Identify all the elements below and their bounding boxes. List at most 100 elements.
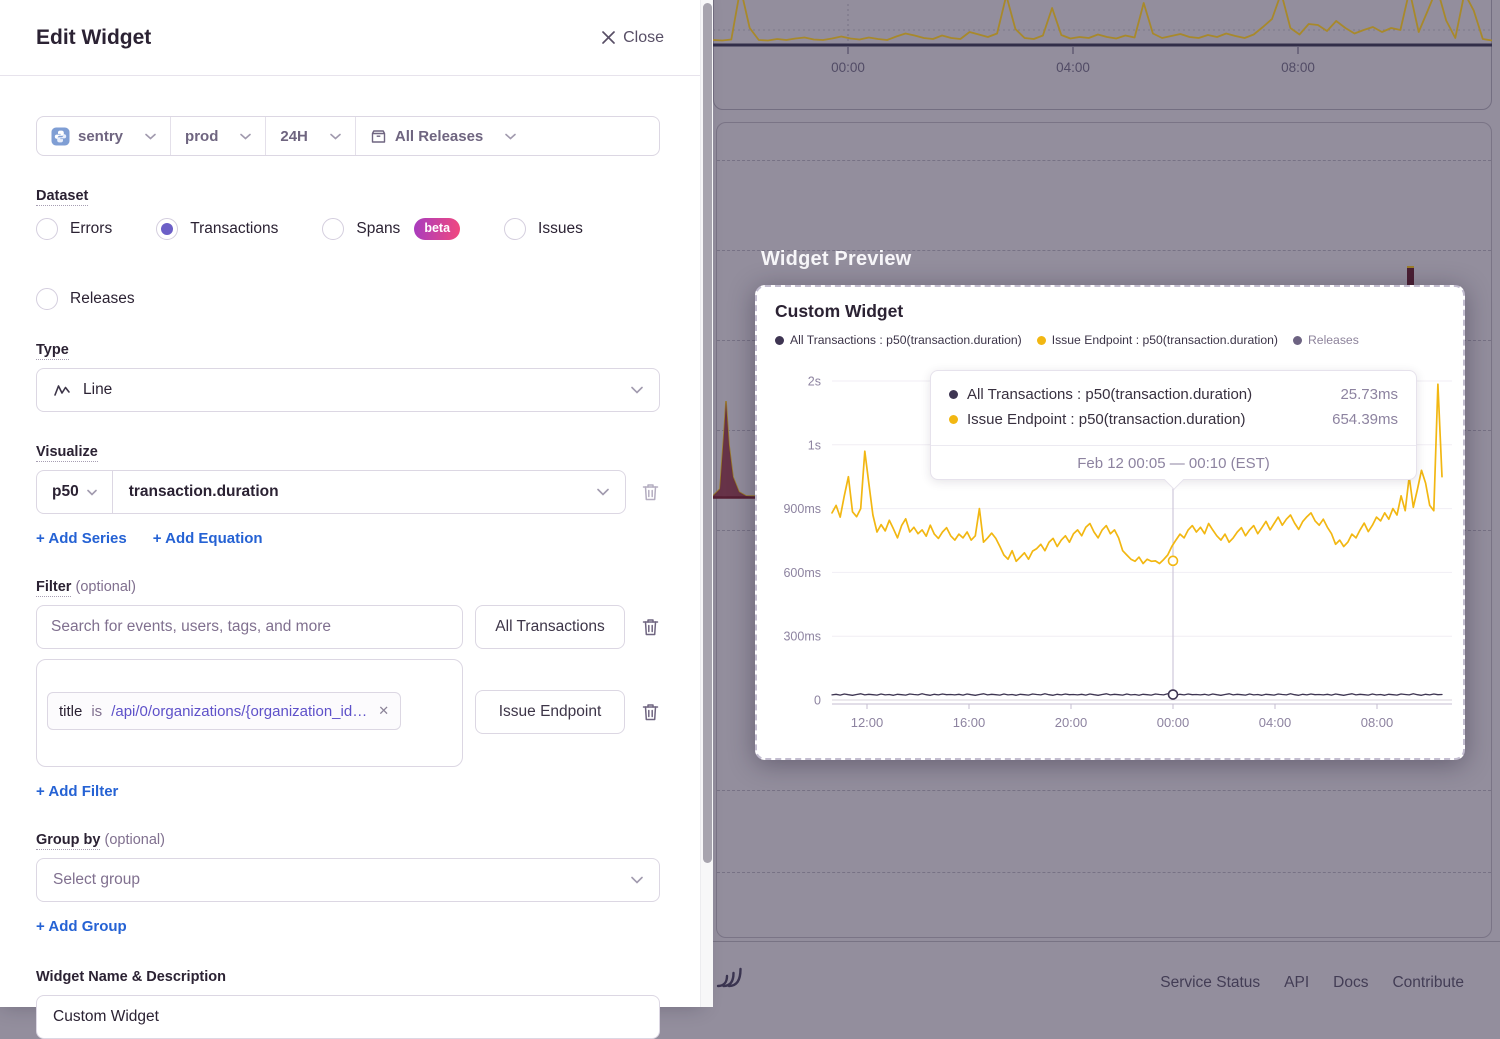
- svg-text:04:00: 04:00: [1259, 715, 1292, 730]
- svg-text:08:00: 08:00: [1361, 715, 1394, 730]
- legend-dot: [1037, 336, 1046, 345]
- radio-circle: [36, 218, 58, 240]
- aggregate-select[interactable]: p50: [37, 471, 113, 513]
- radio-spans[interactable]: Spans: [322, 218, 400, 240]
- visualize-row: p50 transaction.duration: [36, 470, 626, 514]
- svg-text:12:00: 12:00: [851, 715, 884, 730]
- tooltip-row: Issue Endpoint : p50(transaction.duratio…: [949, 407, 1398, 432]
- page-filter-bar: sentry prod 24H: [36, 116, 660, 156]
- svg-text:00:00: 00:00: [1157, 715, 1190, 730]
- background-spike-bar: [1407, 266, 1414, 286]
- footer-link-service-status[interactable]: Service Status: [1160, 974, 1260, 992]
- edit-widget-dialog: Edit Widget Close sentry: [0, 0, 700, 1007]
- footer-link-api[interactable]: API: [1284, 974, 1309, 992]
- radio-circle-selected: [156, 218, 178, 240]
- filter-search-input[interactable]: [36, 605, 463, 649]
- background-chart: 00:00 04:00 08:00: [713, 0, 1492, 110]
- filter-token[interactable]: title is /api/0/organizations/{organizat…: [47, 692, 401, 730]
- sentry-logo-icon[interactable]: [713, 959, 745, 991]
- footer-link-contribute[interactable]: Contribute: [1392, 974, 1464, 992]
- tooltip-value: 654.39ms: [1332, 411, 1398, 428]
- svg-text:1s: 1s: [808, 438, 821, 452]
- field-select[interactable]: transaction.duration: [113, 483, 625, 501]
- radio-transactions[interactable]: Transactions: [156, 218, 278, 240]
- add-equation-link[interactable]: + Add Equation: [153, 530, 263, 547]
- svg-text:2s: 2s: [808, 375, 821, 389]
- close-button[interactable]: Close: [601, 29, 664, 47]
- svg-text:300ms: 300ms: [783, 630, 821, 644]
- svg-text:00:00: 00:00: [831, 60, 865, 75]
- chevron-down-icon: [631, 386, 643, 394]
- chevron-down-icon: [87, 489, 97, 496]
- legend-dot: [1293, 336, 1302, 345]
- dialog-scrollbar[interactable]: [700, 0, 713, 1007]
- widget-preview-heading: Widget Preview: [761, 248, 911, 271]
- legend-dot: [775, 336, 784, 345]
- legend-item-all-transactions[interactable]: All Transactions : p50(transaction.durat…: [775, 333, 1022, 347]
- scrollbar-thumb[interactable]: [703, 3, 712, 863]
- environment-filter[interactable]: prod: [170, 117, 265, 155]
- svg-text:600ms: 600ms: [783, 566, 821, 580]
- tooltip-date-range: Feb 12 00:05 — 00:10 (EST): [931, 445, 1416, 472]
- filter-alias-all-transactions[interactable]: All Transactions: [475, 605, 625, 649]
- chevron-down-icon: [330, 133, 341, 140]
- preview-card-title: Custom Widget: [775, 301, 903, 322]
- date-range-filter[interactable]: 24H: [265, 117, 355, 155]
- legend-item-releases[interactable]: Releases: [1293, 333, 1359, 347]
- beta-badge: beta: [414, 218, 460, 240]
- widget-name-label: Widget Name & Description: [36, 969, 664, 985]
- filter-alias-issue-endpoint[interactable]: Issue Endpoint: [475, 690, 625, 734]
- radio-circle: [504, 218, 526, 240]
- delete-filter-trash-icon[interactable]: [641, 617, 660, 637]
- tooltip-series-dot: [949, 415, 958, 424]
- release-filter[interactable]: All Releases: [355, 117, 659, 155]
- dialog-title: Edit Widget: [36, 26, 151, 50]
- group-by-select[interactable]: Select group: [36, 858, 660, 902]
- footer: Service Status API Docs Contribute: [713, 958, 1464, 992]
- line-chart-icon: [53, 383, 71, 397]
- radio-issues[interactable]: Issues: [504, 218, 583, 240]
- close-icon: [601, 30, 616, 45]
- svg-text:04:00: 04:00: [1056, 60, 1090, 75]
- svg-text:16:00: 16:00: [953, 715, 986, 730]
- dialog-header: Edit Widget Close: [0, 0, 700, 76]
- filter-label: Filter (optional): [36, 579, 664, 595]
- python-project-icon: [51, 127, 70, 146]
- dialog-body: sentry prod 24H: [0, 76, 700, 1039]
- chevron-down-icon: [145, 133, 156, 140]
- radio-releases[interactable]: Releases: [36, 288, 135, 310]
- delete-filter-trash-icon[interactable]: [641, 702, 660, 722]
- release-box-icon: [370, 128, 387, 145]
- remove-token-icon[interactable]: ✕: [376, 703, 389, 719]
- chart-type-select[interactable]: Line: [36, 368, 660, 412]
- radio-errors[interactable]: Errors: [36, 218, 112, 240]
- dataset-options: Errors Transactions Spans beta Issues Re…: [36, 218, 596, 310]
- group-by-label: Group by (optional): [36, 832, 664, 848]
- radio-circle: [322, 218, 344, 240]
- add-filter-link[interactable]: + Add Filter: [36, 783, 118, 800]
- chevron-down-icon: [240, 133, 251, 140]
- radio-circle: [36, 288, 58, 310]
- footer-link-docs[interactable]: Docs: [1333, 974, 1368, 992]
- chevron-down-icon: [631, 876, 643, 884]
- svg-text:08:00: 08:00: [1281, 60, 1315, 75]
- legend-item-issue-endpoint[interactable]: Issue Endpoint : p50(transaction.duratio…: [1037, 333, 1278, 347]
- tooltip-series-dot: [949, 390, 958, 399]
- svg-text:0: 0: [814, 694, 821, 708]
- background-spike-chart: [712, 393, 758, 501]
- project-filter[interactable]: sentry: [37, 117, 170, 155]
- svg-text:900ms: 900ms: [783, 502, 821, 516]
- visualize-label: Visualize: [36, 444, 664, 460]
- tooltip-row: All Transactions : p50(transaction.durat…: [949, 382, 1398, 407]
- dataset-label: Dataset: [36, 188, 664, 204]
- svg-text:20:00: 20:00: [1055, 715, 1088, 730]
- add-group-link[interactable]: + Add Group: [36, 918, 127, 935]
- widget-name-input[interactable]: [36, 995, 660, 1039]
- widget-preview-card[interactable]: Custom Widget All Transactions : p50(tra…: [755, 285, 1465, 760]
- chart-tooltip: All Transactions : p50(transaction.durat…: [930, 370, 1417, 480]
- add-series-link[interactable]: + Add Series: [36, 530, 127, 547]
- chevron-down-icon: [597, 488, 609, 496]
- delete-series-trash-icon[interactable]: [641, 482, 660, 502]
- filter-query-box[interactable]: title is /api/0/organizations/{organizat…: [36, 659, 463, 767]
- type-label: Type: [36, 342, 664, 358]
